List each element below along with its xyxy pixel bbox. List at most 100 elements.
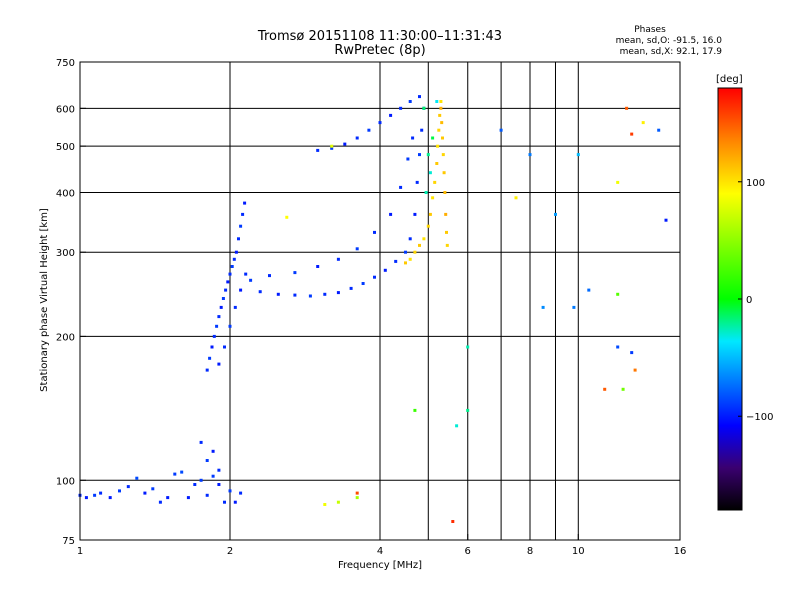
- data-point: [664, 218, 668, 222]
- data-point: [576, 153, 580, 157]
- data-point: [343, 142, 347, 146]
- data-point: [108, 496, 112, 500]
- x-tick-label: 10: [572, 546, 585, 557]
- y-tick-label: 300: [56, 248, 75, 259]
- data-point: [445, 243, 449, 247]
- data-point: [199, 478, 203, 482]
- data-point: [223, 345, 226, 349]
- data-point: [249, 278, 253, 282]
- y-tick-label: 500: [56, 142, 75, 153]
- data-point: [158, 500, 162, 504]
- data-point: [355, 491, 359, 495]
- data-point: [428, 212, 432, 216]
- data-point: [466, 408, 470, 412]
- data-point: [389, 212, 393, 216]
- data-point: [93, 493, 97, 497]
- data-point: [212, 334, 216, 338]
- data-point: [217, 315, 221, 319]
- data-point: [84, 496, 88, 500]
- data-point: [244, 272, 248, 276]
- data-point: [408, 257, 412, 261]
- data-point: [355, 496, 359, 500]
- data-point: [437, 128, 441, 132]
- data-point: [466, 345, 470, 349]
- colorbar-tick-label: 100: [746, 178, 765, 189]
- data-point: [316, 148, 320, 152]
- y-tick-label: 75: [62, 536, 75, 547]
- data-point: [228, 489, 232, 493]
- data-point: [349, 286, 353, 290]
- data-point: [630, 351, 634, 355]
- data-point: [228, 324, 232, 328]
- data-point: [205, 459, 209, 462]
- data-point: [323, 292, 327, 296]
- data-point: [173, 472, 177, 476]
- data-point: [431, 196, 435, 200]
- data-point: [426, 153, 430, 157]
- data-point: [603, 387, 607, 391]
- data-point: [143, 491, 147, 495]
- chart-title: Tromsø 20151108 11:30:00–11:31:43: [257, 29, 502, 44]
- data-point: [625, 106, 629, 110]
- data-point: [404, 250, 407, 254]
- x-tick-label: 8: [527, 546, 533, 557]
- data-point: [408, 100, 412, 103]
- data-point: [135, 476, 139, 480]
- data-point: [444, 212, 448, 216]
- data-point: [224, 288, 228, 292]
- data-point: [630, 132, 634, 136]
- data-point: [217, 483, 221, 486]
- grid-lines: [80, 62, 680, 540]
- data-point: [431, 136, 435, 140]
- data-point: [233, 500, 237, 504]
- data-point: [258, 290, 262, 294]
- data-point: [441, 153, 445, 157]
- data-point: [276, 292, 280, 296]
- phases-label: Phases: [634, 25, 666, 35]
- data-point: [413, 408, 417, 412]
- data-point: [166, 496, 170, 500]
- data-point: [118, 489, 121, 493]
- data-point: [433, 180, 437, 184]
- y-tick-label: 400: [56, 188, 75, 199]
- data-point: [215, 324, 219, 328]
- phases-o-stats: mean, sd,O: -91.5, 16.0: [616, 36, 723, 46]
- data-point: [285, 215, 289, 219]
- data-point: [211, 474, 215, 478]
- data-point: [378, 121, 382, 125]
- data-point: [399, 106, 403, 110]
- data-points: [78, 95, 668, 523]
- data-point: [408, 237, 412, 241]
- data-point: [330, 144, 334, 148]
- colorbar: [deg] 100 0 −100: [716, 74, 773, 511]
- data-point: [443, 191, 447, 194]
- data-point: [293, 293, 297, 297]
- x-tick-label: 4: [377, 546, 383, 557]
- data-point: [445, 230, 448, 234]
- data-point: [230, 265, 234, 268]
- data-point: [441, 136, 444, 140]
- chart-subtitle: RwPretec (8p): [334, 43, 425, 58]
- data-point: [420, 128, 424, 132]
- data-point: [514, 196, 518, 200]
- data-point: [223, 500, 226, 504]
- data-point: [616, 180, 620, 184]
- colorbar-label: [deg]: [716, 74, 743, 85]
- data-point: [413, 212, 417, 216]
- data-point: [228, 272, 232, 276]
- data-point: [616, 292, 620, 296]
- data-point: [241, 212, 245, 216]
- data-point: [440, 121, 444, 125]
- data-point: [205, 368, 209, 372]
- data-point: [422, 106, 426, 110]
- data-point: [439, 100, 443, 103]
- data-point: [367, 128, 371, 132]
- x-axis-ticks: 1 2 4 6 8 10 16: [77, 534, 686, 557]
- y-tick-label: 600: [56, 104, 75, 115]
- data-point: [406, 157, 410, 161]
- data-point: [151, 487, 155, 491]
- data-point: [308, 294, 312, 298]
- data-point: [268, 274, 271, 278]
